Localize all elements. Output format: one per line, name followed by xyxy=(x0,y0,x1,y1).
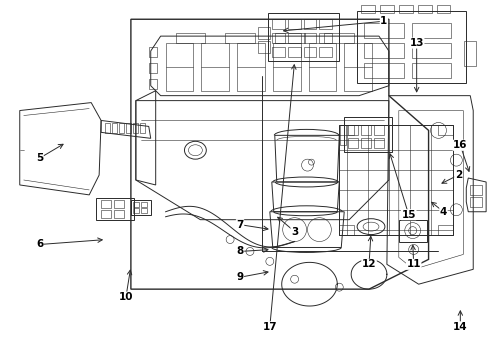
Bar xyxy=(114,200,124,208)
Text: 2: 2 xyxy=(455,170,462,180)
Bar xyxy=(272,33,285,43)
Text: 3: 3 xyxy=(291,226,298,237)
Bar xyxy=(339,125,354,135)
Bar xyxy=(166,43,194,91)
Text: 8: 8 xyxy=(236,247,244,256)
Bar xyxy=(272,47,285,57)
Bar xyxy=(140,123,145,133)
Bar xyxy=(149,47,157,57)
Bar xyxy=(361,5,375,13)
Bar xyxy=(439,125,453,135)
Bar xyxy=(324,33,354,43)
Text: 5: 5 xyxy=(36,153,43,163)
Text: 13: 13 xyxy=(410,38,424,48)
Bar xyxy=(344,117,392,152)
Bar xyxy=(133,208,139,213)
Bar xyxy=(340,125,346,145)
Bar xyxy=(465,41,476,66)
Bar xyxy=(303,19,317,29)
Bar xyxy=(133,202,139,207)
Bar xyxy=(319,33,332,43)
Bar xyxy=(273,43,300,91)
Bar xyxy=(412,23,451,38)
Bar xyxy=(101,200,111,208)
Bar xyxy=(175,33,205,43)
Bar xyxy=(258,27,270,39)
Bar xyxy=(412,63,451,78)
Bar xyxy=(258,41,270,53)
Bar xyxy=(374,125,384,135)
Bar xyxy=(412,43,451,58)
Bar xyxy=(319,19,332,29)
Text: 11: 11 xyxy=(406,259,421,269)
Bar xyxy=(344,43,372,91)
Bar xyxy=(114,210,124,218)
Bar xyxy=(348,125,358,135)
Bar xyxy=(105,123,110,133)
Bar xyxy=(309,43,336,91)
Bar xyxy=(303,47,317,57)
Text: 14: 14 xyxy=(453,322,467,332)
Text: 1: 1 xyxy=(380,16,388,26)
Bar xyxy=(364,23,404,38)
Bar xyxy=(149,79,157,89)
Text: 4: 4 xyxy=(440,207,447,217)
Bar xyxy=(288,19,300,29)
Bar xyxy=(126,123,131,133)
Bar xyxy=(437,5,450,13)
Text: 17: 17 xyxy=(263,322,277,332)
Bar xyxy=(339,225,354,235)
Text: 7: 7 xyxy=(236,220,244,230)
Text: 9: 9 xyxy=(237,272,244,282)
Bar xyxy=(119,123,124,133)
Text: 10: 10 xyxy=(119,292,133,302)
Text: 6: 6 xyxy=(36,239,43,249)
Bar xyxy=(319,47,332,57)
Bar xyxy=(361,138,371,148)
Text: 12: 12 xyxy=(362,259,376,269)
Text: 15: 15 xyxy=(401,210,416,220)
Bar xyxy=(225,33,255,43)
Bar xyxy=(399,220,427,242)
Bar xyxy=(361,125,371,135)
Bar xyxy=(380,5,394,13)
Bar xyxy=(357,11,466,83)
Bar xyxy=(339,125,453,235)
Bar xyxy=(348,138,358,148)
Bar xyxy=(141,208,147,213)
Bar xyxy=(101,210,111,218)
Bar xyxy=(470,185,482,195)
Bar xyxy=(133,123,138,133)
Bar xyxy=(112,123,117,133)
Bar xyxy=(288,33,300,43)
Bar xyxy=(268,13,339,61)
Bar xyxy=(237,43,265,91)
Bar xyxy=(149,63,157,73)
Bar xyxy=(364,43,404,58)
Bar xyxy=(201,43,229,91)
Bar xyxy=(96,198,134,220)
Bar xyxy=(470,197,482,207)
Bar xyxy=(364,63,404,78)
Bar xyxy=(288,47,300,57)
Bar xyxy=(303,33,317,43)
Bar xyxy=(399,5,413,13)
Bar xyxy=(417,5,432,13)
Bar xyxy=(275,33,305,43)
Bar xyxy=(141,202,147,207)
Text: 16: 16 xyxy=(453,140,467,150)
Bar xyxy=(131,200,151,215)
Bar xyxy=(272,19,285,29)
Bar xyxy=(374,138,384,148)
Bar xyxy=(439,225,453,235)
